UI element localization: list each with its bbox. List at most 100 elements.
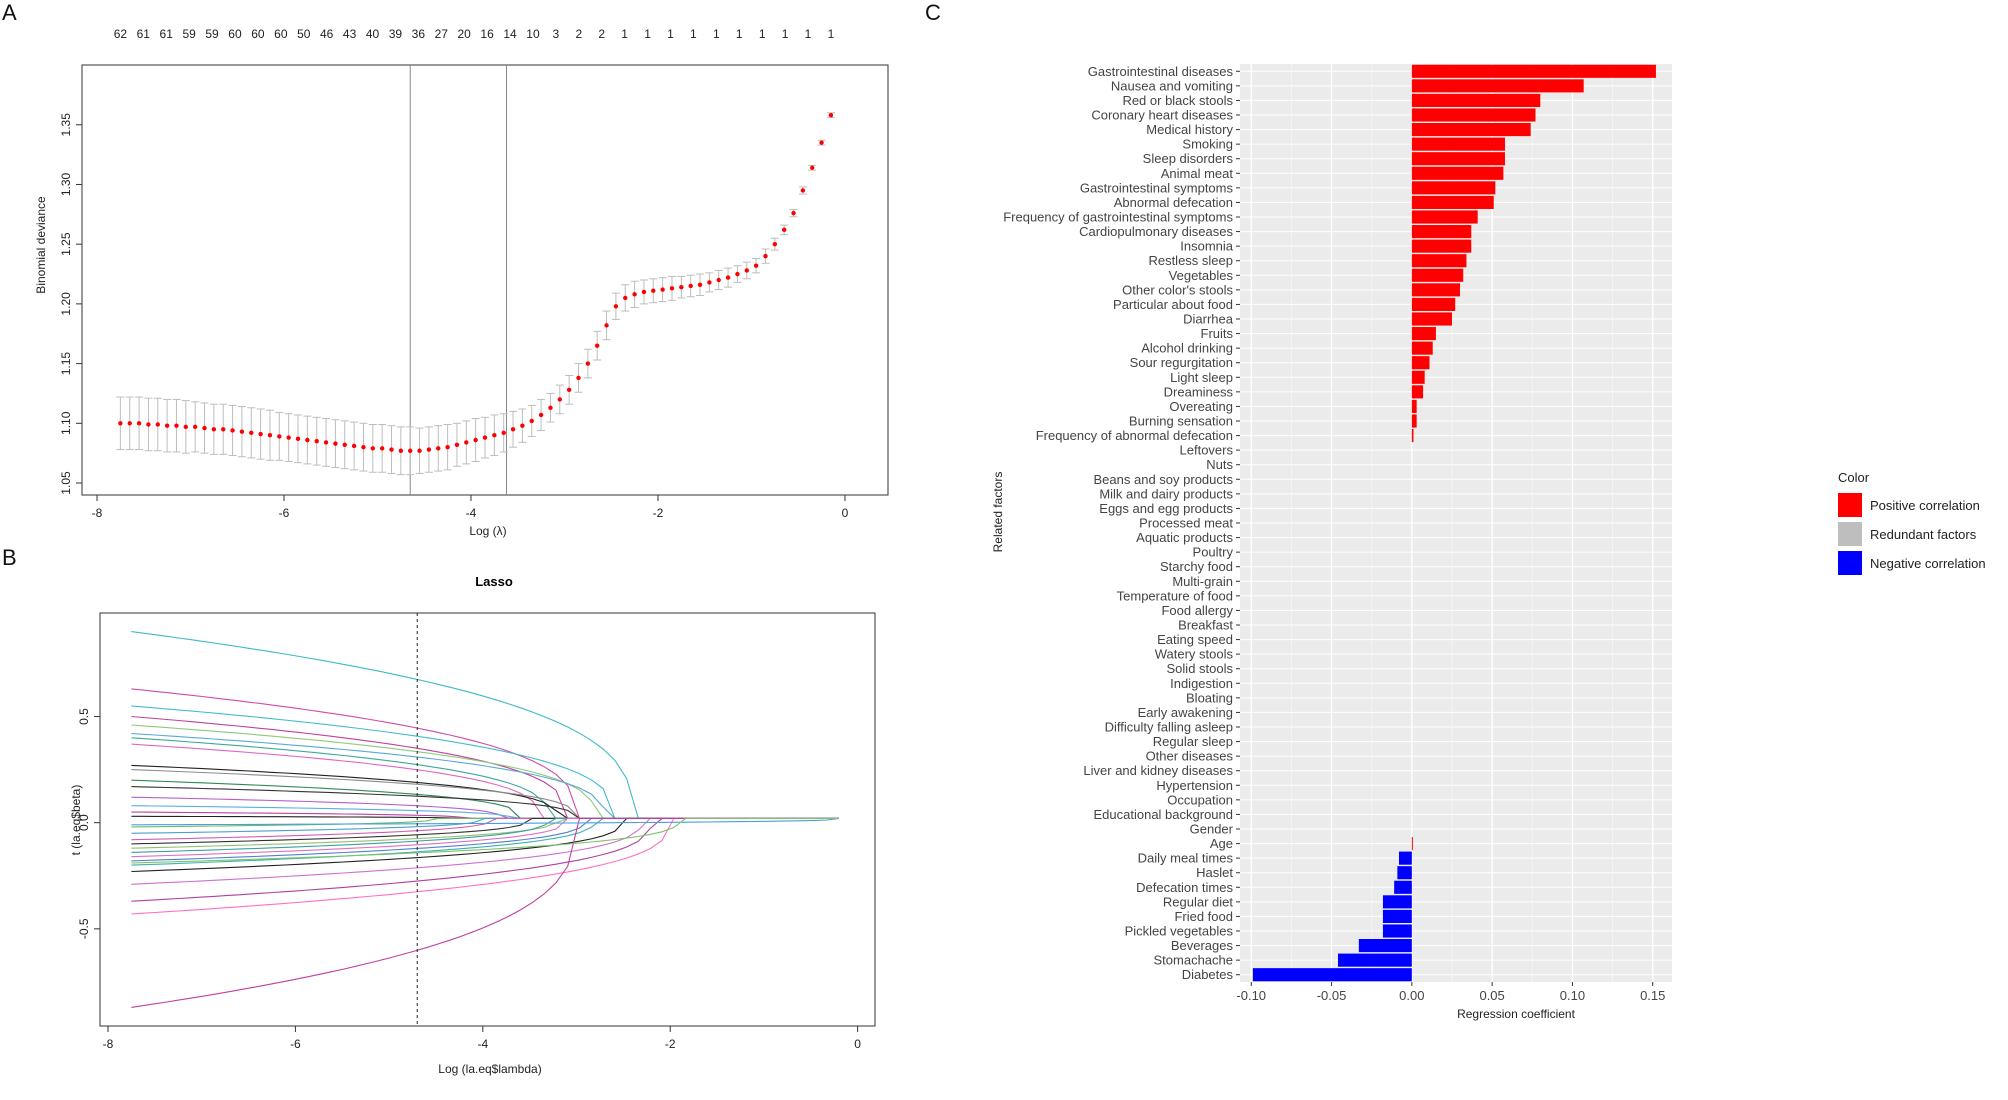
panel-a-top-axis-label: 20 bbox=[458, 27, 472, 41]
panel-a-x-axis: -8 -6 -4 -2 0 bbox=[92, 495, 849, 520]
panel-c-category-label: Gastrointestinal diseases bbox=[1088, 64, 1234, 79]
panel-b-x-tick-label: -2 bbox=[665, 1037, 676, 1051]
panel-c-bar bbox=[1411, 239, 1472, 253]
panel-c-bar bbox=[1411, 297, 1456, 311]
panel-c-category-label: Educational background bbox=[1094, 807, 1234, 822]
panel-c-category-label: Frequency of abnormal defecation bbox=[1036, 428, 1233, 443]
panel-b-y-tick-label: 0.0 bbox=[77, 814, 91, 831]
panel-a-point bbox=[473, 437, 478, 443]
panel-c-category-label: Cardiopulmonary diseases bbox=[1079, 224, 1233, 239]
panel-c-category-label: Fried food bbox=[1174, 909, 1233, 924]
panel-a-point bbox=[688, 283, 693, 289]
panel-a-point bbox=[389, 447, 394, 452]
panel-c-category-label: Liver and kidney diseases bbox=[1083, 763, 1233, 778]
panel-c-category-label: Breakfast bbox=[1178, 618, 1233, 633]
panel-b-frame bbox=[99, 612, 876, 1027]
panel-c-category-label: Bloating bbox=[1186, 690, 1233, 705]
panel-a-top-axis-label: 2 bbox=[598, 27, 605, 41]
panel-a-point bbox=[379, 446, 385, 451]
panel-c-bar bbox=[1411, 268, 1464, 282]
panel-a-point bbox=[641, 289, 647, 295]
panel-b-x-tick-label: -8 bbox=[103, 1037, 114, 1051]
panel-c-legend: Color Positive correlation Redundant fact… bbox=[1838, 470, 1986, 575]
panel-c-bar bbox=[1411, 152, 1505, 166]
panel-a-point bbox=[239, 429, 245, 434]
panel-letter-b: B bbox=[2, 545, 17, 570]
panel-c-bar bbox=[1411, 414, 1417, 428]
panel-c-category-label: Difficulty falling asleep bbox=[1105, 720, 1233, 735]
panel-a-point bbox=[202, 425, 207, 431]
panel-a-x-tick-label: -8 bbox=[92, 506, 103, 520]
panel-c-category-label: Abnormal defecation bbox=[1114, 195, 1233, 210]
panel-a-point bbox=[417, 448, 422, 453]
legend-swatch bbox=[1838, 522, 1862, 546]
panel-b-coefficient-path bbox=[131, 817, 839, 915]
panel-b-coefficient-path bbox=[131, 732, 839, 819]
panel-c-category-label: Regular sleep bbox=[1153, 734, 1233, 749]
panel-a-point bbox=[258, 431, 263, 437]
panel-c-bars bbox=[1252, 64, 1656, 982]
panel-a-point bbox=[211, 427, 217, 432]
panel-c-category-label: Regular diet bbox=[1163, 894, 1233, 909]
panel-b-coefficient-path bbox=[131, 737, 839, 819]
legend-items: Positive correlation Redundant factors Neg… bbox=[1838, 493, 1986, 575]
panel-a-point bbox=[538, 412, 544, 418]
panel-c-category-label: Other color's stools bbox=[1122, 282, 1233, 297]
panel-a-point bbox=[342, 442, 347, 447]
panel-a-points bbox=[116, 112, 835, 476]
panel-a-point bbox=[585, 361, 591, 366]
panel-c-bar bbox=[1382, 895, 1412, 909]
panel-a-point bbox=[735, 271, 740, 277]
panel-a-point bbox=[604, 323, 609, 328]
panel-c-bar bbox=[1411, 341, 1433, 355]
panel-c-category-label: Restless sleep bbox=[1148, 253, 1233, 268]
panel-c-category-label: Multi-grain bbox=[1172, 574, 1233, 589]
panel-a-top-axis-label: 43 bbox=[343, 27, 357, 41]
panel-c-bar bbox=[1411, 137, 1505, 151]
panel-c-bar bbox=[1411, 327, 1436, 341]
panel-a-point bbox=[305, 437, 310, 443]
panel-c-category-label: Alcohol drinking bbox=[1141, 341, 1233, 356]
panel-c-category-label: Diabetes bbox=[1182, 967, 1234, 982]
panel-c-x-tick-label: 0.15 bbox=[1640, 988, 1665, 1003]
panel-a-point bbox=[753, 263, 759, 268]
panel-c-category-label: Watery stools bbox=[1155, 647, 1234, 662]
panel-a-point bbox=[716, 277, 721, 283]
panel-c-category-label: Light sleep bbox=[1170, 370, 1233, 385]
panel-c-bar bbox=[1411, 93, 1541, 107]
panel-c-category-label: Early awakening bbox=[1138, 705, 1233, 720]
panel-a-top-axis-label: 2 bbox=[575, 27, 582, 41]
panel-c-bar bbox=[1411, 837, 1413, 851]
panel-a-point bbox=[781, 227, 787, 233]
panel-c-category-label: Processed meat bbox=[1139, 516, 1233, 531]
panel-a-y-tick-label: 1.15 bbox=[59, 352, 73, 376]
panel-a-y-tick-label: 1.05 bbox=[59, 471, 73, 495]
panel-a-top-axis-label: 1 bbox=[828, 27, 835, 41]
panel-c-bar bbox=[1411, 370, 1425, 384]
panel-a-point bbox=[286, 435, 291, 440]
panel-c-bar bbox=[1411, 254, 1467, 268]
panel-a-point bbox=[660, 287, 665, 292]
panel-a-top-axis-label: 59 bbox=[205, 27, 219, 41]
panel-a-point bbox=[146, 422, 151, 427]
panel-c-category-label: Coronary heart diseases bbox=[1091, 108, 1233, 123]
panel-a-top-axis-label: 1 bbox=[782, 27, 789, 41]
panel-b-lasso-path-plot: Lasso -8 -6 -4 -2 0 -0.5 0.0 0.5 Log (la.eq$la… bbox=[69, 574, 876, 1076]
panel-b-coefficient-path bbox=[131, 817, 839, 864]
panel-c-category-label: Milk and dairy products bbox=[1099, 486, 1233, 501]
panel-c-bar bbox=[1411, 356, 1430, 370]
panel-b-coefficient-paths bbox=[131, 631, 839, 1008]
panel-a-point bbox=[436, 446, 441, 451]
panel-a-point bbox=[707, 280, 712, 285]
panel-c-x-tick-label: -0.05 bbox=[1317, 988, 1347, 1003]
panel-a-point bbox=[632, 292, 637, 297]
panel-a-point bbox=[623, 295, 628, 301]
panel-letter-a: A bbox=[2, 0, 17, 25]
panel-c-bar bbox=[1411, 385, 1424, 399]
panel-a-top-axis: 62 61 61 59 59 60 60 60 50 46 43 40 39 36 27 20 16 14 10 3 2… bbox=[114, 27, 835, 41]
panel-b-x-axis: -8 -6 -4 -2 0 bbox=[103, 1026, 861, 1051]
panel-c-bar bbox=[1411, 181, 1496, 195]
panel-b-coefficient-path bbox=[131, 817, 839, 828]
panel-a-top-axis-label: 62 bbox=[114, 27, 128, 41]
